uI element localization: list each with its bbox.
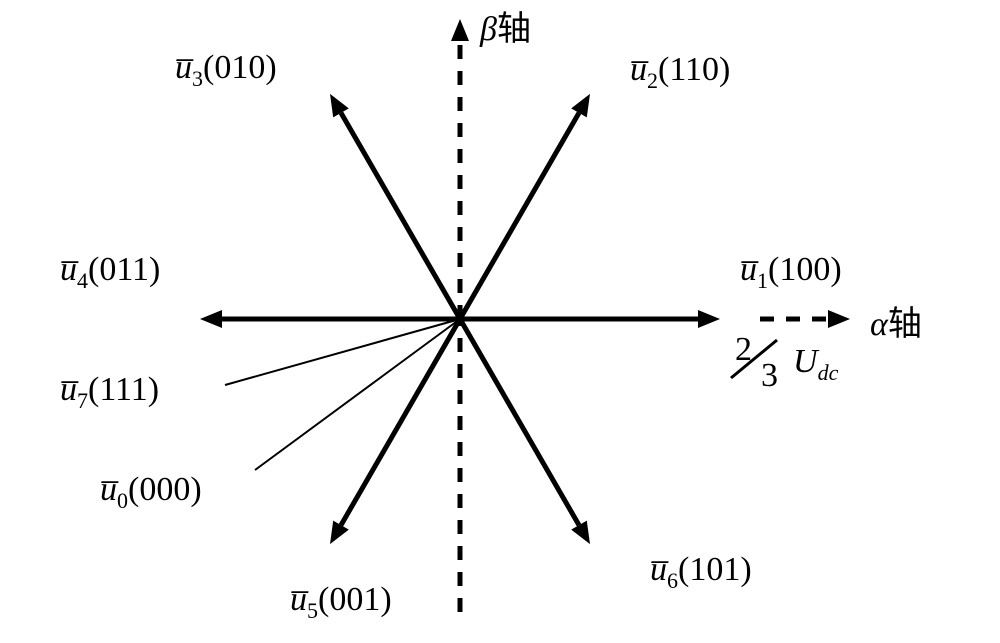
label-u5: u̅5(001): [290, 581, 392, 623]
magnitude-denominator: 3: [761, 357, 778, 394]
label-u4: u̅4(011): [60, 251, 160, 293]
beta-axis-label: β轴: [479, 10, 531, 48]
label-u0: u̅0(000): [100, 471, 202, 513]
alpha-axis-label: α轴: [870, 305, 922, 343]
label-u7: u̅7(111): [60, 371, 159, 413]
label-u1: u̅1(100): [740, 251, 842, 293]
label-u2: u̅2(110): [630, 51, 730, 93]
label-u6: u̅6(101): [650, 551, 752, 593]
label-u3: u̅3(010): [175, 49, 277, 91]
magnitude-symbol: Udc: [793, 343, 839, 385]
